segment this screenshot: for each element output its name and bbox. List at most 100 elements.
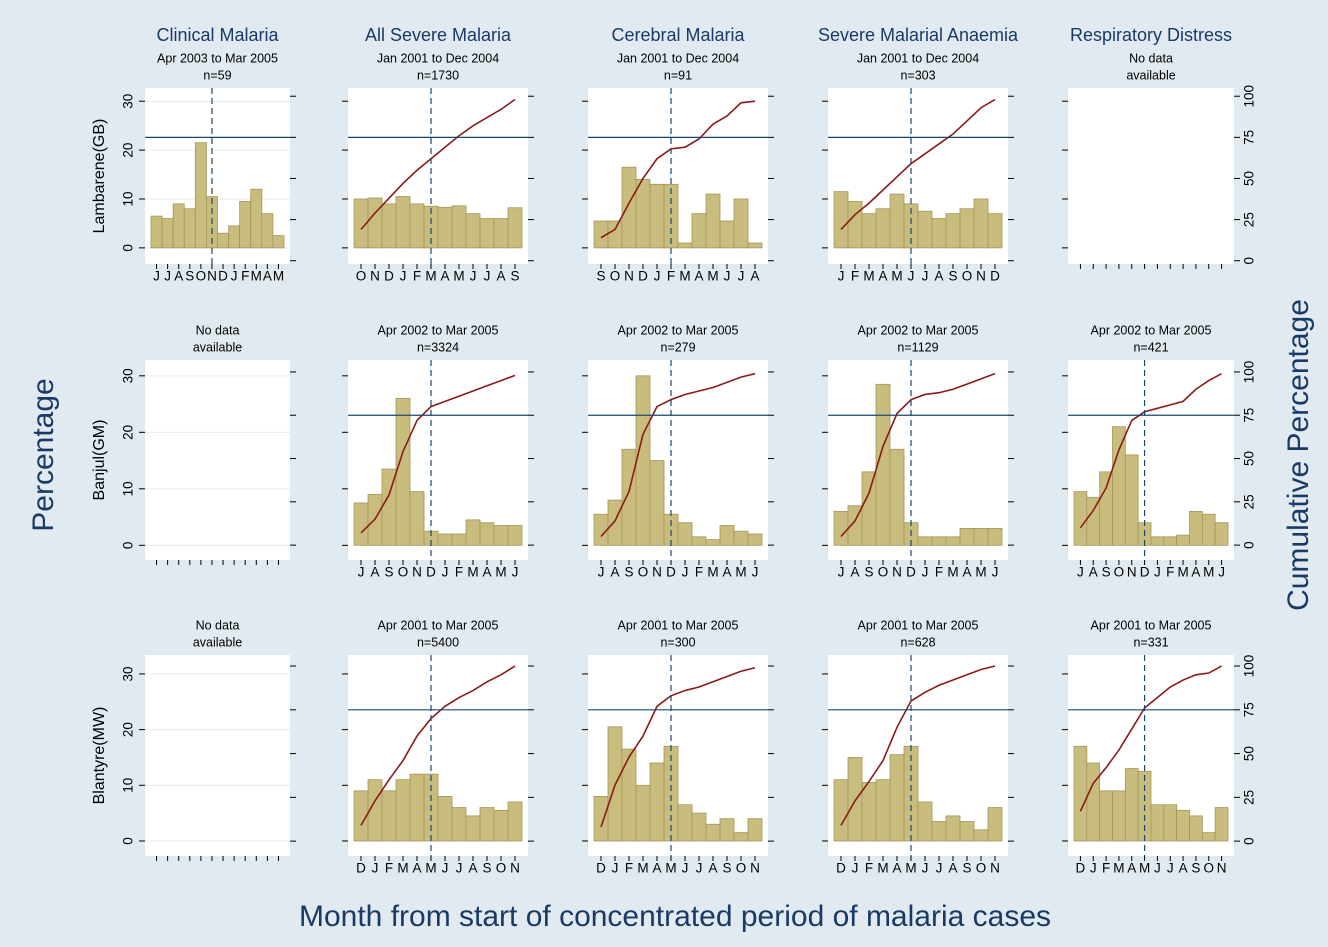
bar [1099, 471, 1113, 546]
bar [705, 823, 721, 842]
x-tick-label: J [164, 269, 171, 284]
x-tick-label: J [922, 861, 929, 876]
x-tick-label: J [470, 269, 477, 284]
bar [987, 527, 1003, 546]
y2-tick-label: 0 [1242, 837, 1257, 845]
x-tick-label: M [1177, 565, 1188, 580]
bar [451, 205, 467, 249]
bar [479, 522, 495, 546]
x-tick-label: M [707, 269, 718, 284]
x-tick-label: J [442, 565, 449, 580]
x-tick-label: N [510, 861, 520, 876]
x-tick-label: J [654, 269, 661, 284]
panel-subtitle: Apr 2002 to Mar 2005 [618, 323, 739, 337]
x-tick-label: O [878, 565, 889, 580]
bar [593, 796, 609, 842]
bar [847, 201, 863, 249]
x-tick-label: A [610, 565, 619, 580]
panel-subtitle: Jan 2001 to Dec 2004 [617, 51, 739, 65]
bar [1124, 454, 1139, 546]
y2-tick-label: 100 [1242, 85, 1257, 108]
x-tick-label: N [624, 269, 634, 284]
bar [1189, 511, 1203, 546]
bar [945, 536, 961, 546]
panel-subtitle: No data [196, 323, 240, 337]
plot-area [145, 360, 290, 560]
bar [367, 197, 383, 249]
panel-subtitle: No data [196, 618, 240, 632]
cumulative-line [600, 667, 756, 828]
bar [1073, 745, 1088, 842]
column-title: Cerebral Malaria [611, 25, 745, 45]
x-tick-label: M [495, 565, 506, 580]
x-tick-label: O [496, 861, 507, 876]
plot-area [1068, 88, 1234, 264]
bar [917, 536, 933, 546]
x-tick-label: M [707, 565, 718, 580]
cumulative-line [840, 98, 996, 231]
x-tick-label: A [468, 861, 477, 876]
y-tick-label: 20 [121, 722, 136, 737]
bar [465, 519, 481, 546]
panel-n: n=91 [664, 68, 692, 82]
bar [272, 235, 285, 249]
bar [437, 796, 453, 842]
x-tick-label: S [1191, 861, 1200, 876]
x-tick-label: J [1167, 861, 1174, 876]
panel-n: n=3324 [417, 340, 459, 354]
x-tick-label: A [263, 269, 272, 284]
y2-tick-label: 0 [1242, 541, 1257, 549]
x-tick-label: J [992, 565, 999, 580]
bar [747, 242, 763, 249]
x-tick-label: N [412, 565, 422, 580]
x-tick-label: N [750, 861, 760, 876]
panel-subtitle: available [193, 340, 242, 354]
bar [150, 215, 163, 249]
y2-tick-label: 50 [1242, 171, 1257, 186]
bar [507, 207, 523, 249]
x-tick-label: M [891, 269, 902, 284]
panel-n: n=1730 [417, 68, 459, 82]
bar [917, 801, 933, 842]
x-tick-label: N [976, 269, 986, 284]
y2-tick-label: 100 [1242, 361, 1257, 384]
x-tick-label: J [908, 269, 915, 284]
x-tick-label: F [1102, 861, 1110, 876]
panel-subtitle: Apr 2002 to Mar 2005 [1091, 323, 1212, 337]
x-tick-label: J [922, 565, 929, 580]
x-tick-label: A [934, 269, 943, 284]
x-tick-label: J [372, 861, 379, 876]
x-tick-label: F [935, 565, 943, 580]
panel-n: n=279 [660, 340, 695, 354]
x-tick-label: A [174, 269, 183, 284]
bar [945, 815, 961, 842]
x-tick-label: S [185, 269, 194, 284]
x-tick-label: J [738, 269, 745, 284]
bar [959, 208, 975, 249]
row-label: Lambarene(GB) [91, 119, 108, 234]
bar [183, 208, 196, 249]
x-tick-label: J [456, 861, 463, 876]
panel-n: n=300 [660, 635, 695, 649]
x-tick-label: J [153, 269, 160, 284]
bar [493, 809, 509, 842]
x-tick-label: M [453, 269, 464, 284]
x-tick-label: F [625, 861, 633, 876]
panel-n: n=331 [1133, 635, 1168, 649]
y2-tick-label: 25 [1242, 790, 1257, 805]
x-tick-label: J [696, 861, 703, 876]
x-tick-label: A [694, 269, 703, 284]
panel-subtitle: available [1126, 68, 1175, 82]
y2-tick-label: 0 [1242, 257, 1257, 265]
bar [451, 533, 467, 546]
x-tick-label: F [1166, 565, 1174, 580]
x-tick-label: J [1154, 861, 1161, 876]
bar [1163, 536, 1178, 546]
cumulative-line [840, 372, 996, 537]
bar [931, 536, 947, 546]
column-title: Respiratory Distress [1070, 25, 1232, 45]
x-tick-label: S [948, 269, 957, 284]
y-tick-label: 0 [121, 244, 136, 252]
x-tick-label: O [976, 861, 987, 876]
x-tick-label: M [735, 565, 746, 580]
